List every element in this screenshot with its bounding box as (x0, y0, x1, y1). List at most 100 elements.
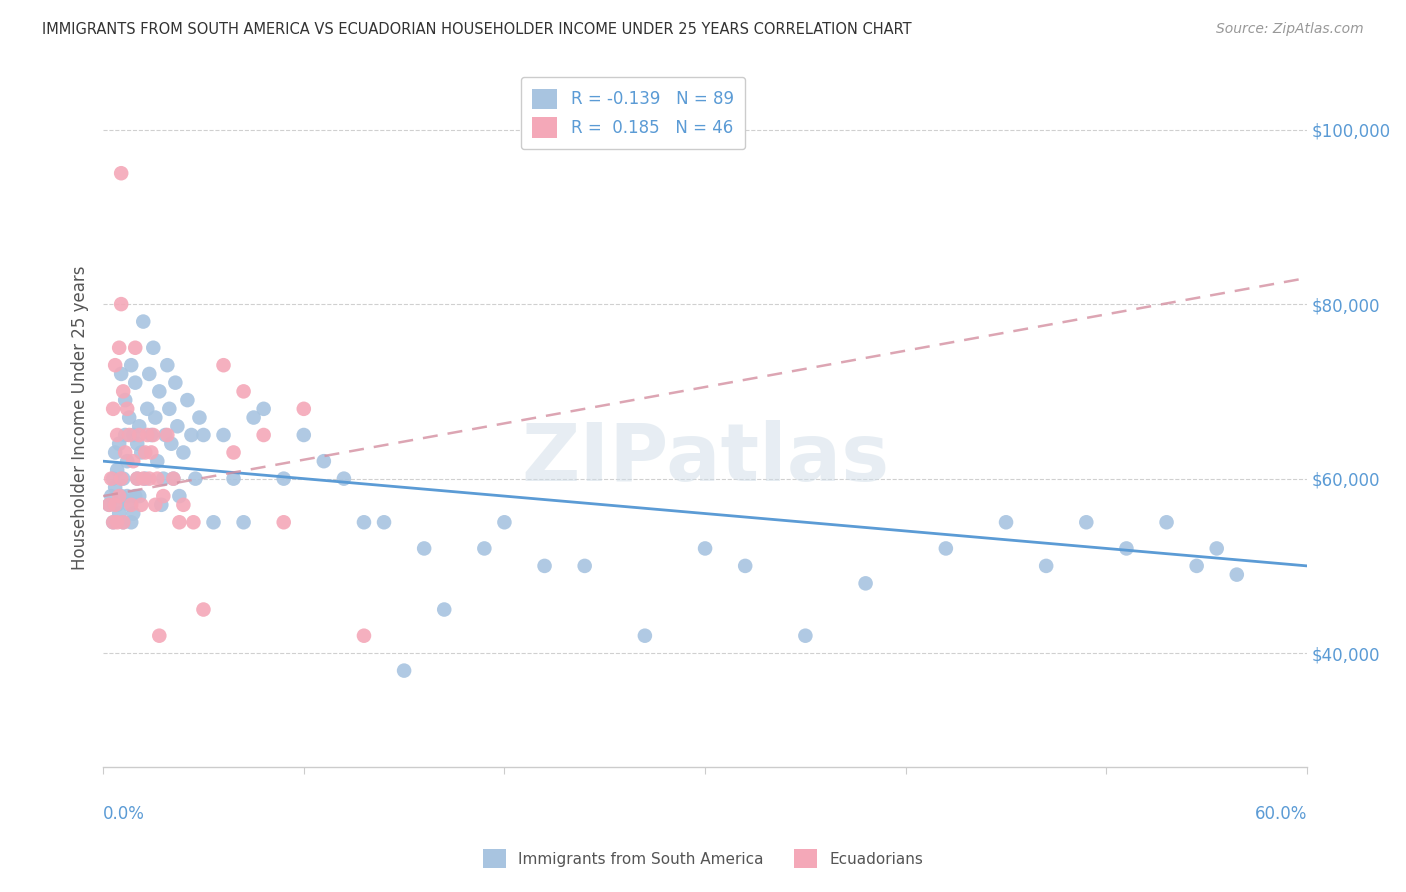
Point (118, 498, 141, 512)
Point (373, 516, 395, 530)
Point (634, 629, 657, 643)
Point (129, 498, 152, 512)
Point (212, 358, 235, 372)
Point (118, 410, 141, 425)
Point (1156, 516, 1178, 530)
Point (1205, 541, 1227, 556)
Point (222, 445, 245, 459)
Point (162, 472, 184, 486)
Point (150, 498, 173, 512)
Point (193, 602, 215, 616)
Point (128, 428, 150, 442)
Point (110, 166, 132, 180)
Point (124, 489, 146, 503)
Point (124, 376, 146, 390)
Point (104, 480, 127, 494)
Point (141, 428, 163, 442)
Point (734, 558, 756, 573)
Point (162, 472, 184, 486)
Point (146, 454, 169, 468)
Point (101, 472, 124, 486)
Point (222, 472, 245, 486)
Point (143, 410, 166, 425)
Point (143, 498, 166, 512)
Point (104, 445, 127, 459)
Point (124, 341, 146, 355)
Point (165, 376, 187, 390)
Point (115, 489, 138, 503)
Point (127, 436, 149, 450)
Point (160, 436, 183, 450)
Point (232, 384, 254, 399)
Point (333, 472, 356, 486)
Point (1115, 541, 1137, 556)
Point (138, 472, 160, 486)
Point (108, 489, 131, 503)
Point (232, 516, 254, 530)
Point (273, 472, 295, 486)
Point (120, 516, 142, 530)
Point (105, 516, 128, 530)
Point (134, 445, 156, 459)
Point (574, 558, 596, 573)
Point (156, 358, 179, 372)
Text: ZIPatlas: ZIPatlas (522, 420, 889, 499)
Point (188, 410, 211, 425)
Legend: Immigrants from South America, Ecuadorians: Immigrants from South America, Ecuadoria… (475, 841, 931, 875)
Point (118, 428, 141, 442)
Point (132, 315, 155, 329)
Point (353, 629, 375, 643)
Point (1185, 558, 1208, 573)
Point (193, 428, 215, 442)
Point (148, 629, 170, 643)
Point (152, 472, 174, 486)
Point (104, 498, 127, 512)
Point (180, 428, 202, 442)
Text: IMMIGRANTS FROM SOUTH AMERICA VS ECUADORIAN HOUSEHOLDER INCOME UNDER 25 YEARS CO: IMMIGRANTS FROM SOUTH AMERICA VS ECUADOR… (42, 22, 912, 37)
Point (110, 489, 132, 503)
Point (253, 401, 276, 416)
Point (114, 445, 136, 459)
Point (136, 428, 159, 442)
Point (108, 436, 131, 450)
Point (136, 401, 159, 416)
Point (120, 358, 142, 372)
Point (112, 384, 135, 399)
Point (155, 428, 177, 442)
Point (242, 410, 264, 425)
Point (183, 516, 205, 530)
Point (353, 516, 375, 530)
Point (413, 541, 436, 556)
Point (148, 384, 170, 399)
Point (114, 393, 136, 408)
Point (212, 428, 235, 442)
Text: 60.0%: 60.0% (1254, 805, 1308, 823)
Point (128, 419, 150, 434)
Point (142, 341, 165, 355)
Point (995, 516, 1018, 530)
Point (122, 428, 145, 442)
Point (202, 516, 225, 530)
Point (693, 541, 716, 556)
Point (146, 472, 169, 486)
Point (156, 428, 179, 442)
Legend: R = -0.139   N = 89, R =  0.185   N = 46: R = -0.139 N = 89, R = 0.185 N = 46 (520, 77, 745, 149)
Point (108, 341, 131, 355)
Point (169, 516, 191, 530)
Point (533, 558, 555, 573)
Point (132, 472, 155, 486)
Point (142, 428, 165, 442)
Point (129, 445, 152, 459)
Point (172, 498, 194, 512)
Point (152, 489, 174, 503)
Point (114, 428, 136, 442)
Point (112, 516, 135, 530)
Point (105, 428, 128, 442)
Point (127, 472, 149, 486)
Point (108, 507, 131, 521)
Point (472, 541, 495, 556)
Y-axis label: Householder Income Under 25 years: Householder Income Under 25 years (72, 265, 89, 570)
Point (176, 393, 198, 408)
Point (1226, 567, 1249, 582)
Point (122, 454, 145, 468)
